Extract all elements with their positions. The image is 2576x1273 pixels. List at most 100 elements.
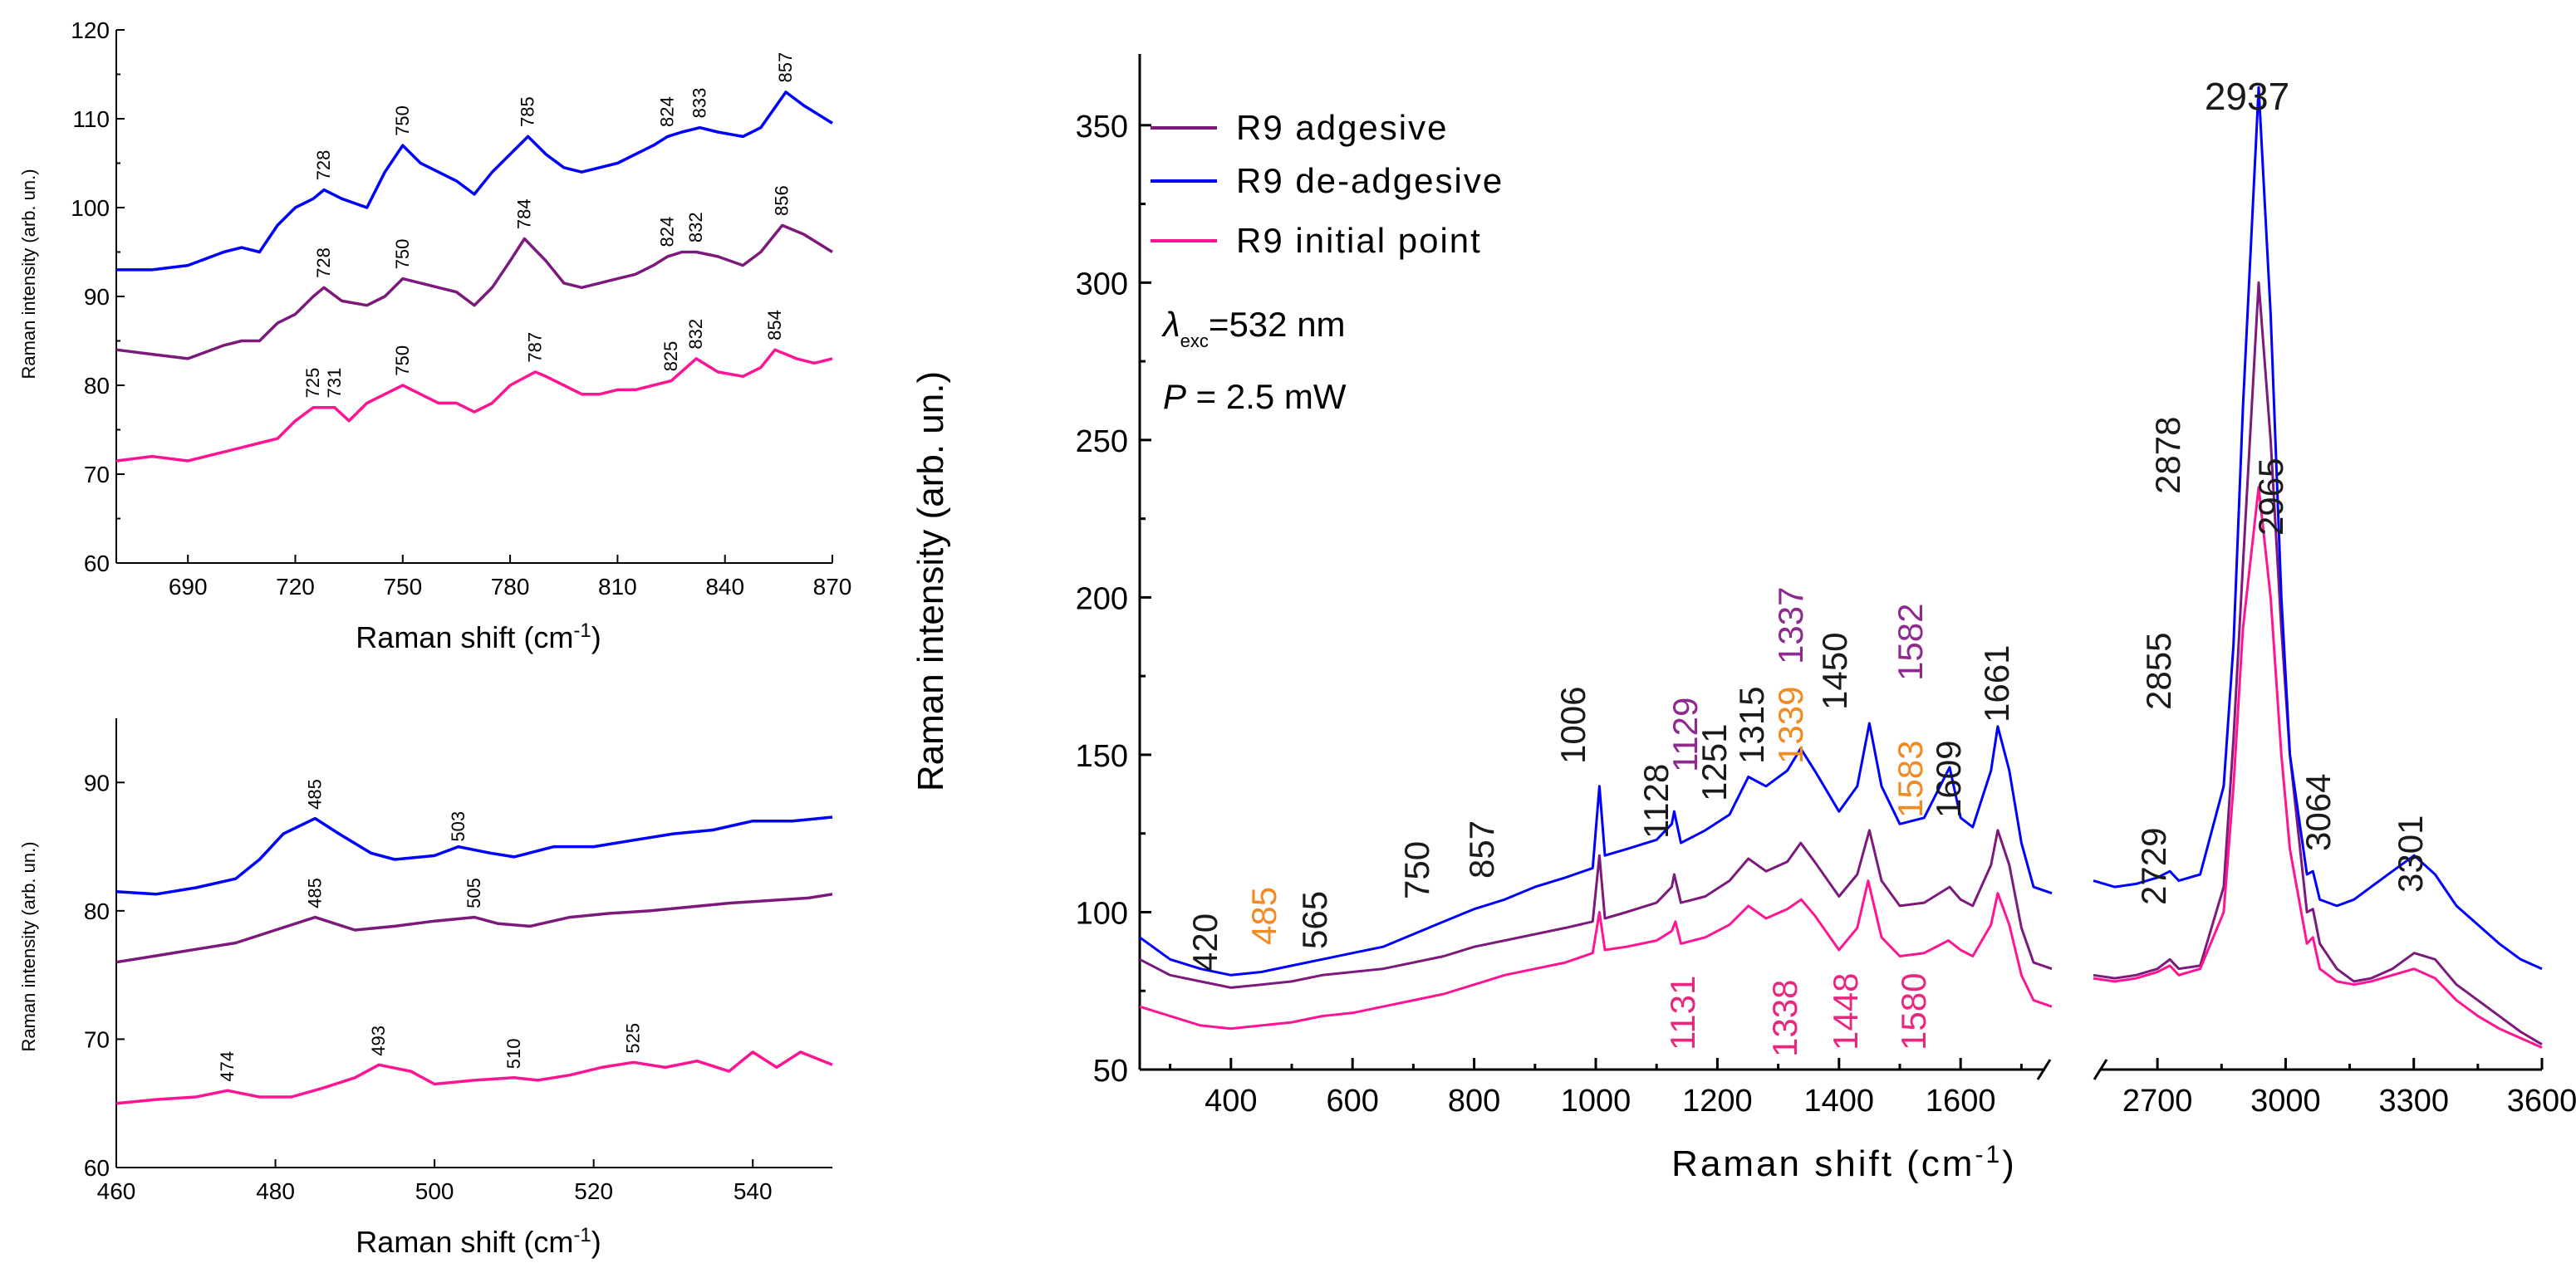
x-tick-label: 3300 [2378,1084,2449,1119]
x-tick-label: 840 [705,574,744,600]
y-tick-label: 100 [1076,896,1128,931]
series-line-2-high [2093,486,2543,1049]
peak-label: 510 [503,1038,524,1069]
peak-label: 3301 [2391,815,2430,893]
peak-label: 1448 [1826,973,1865,1050]
peak-label: 485 [304,779,325,810]
x-tick-label: 810 [598,574,637,600]
peak-label: 750 [392,345,413,376]
peak-label: 824 [657,217,678,247]
x-tick-label: 1000 [1561,1084,1631,1119]
legend-label-adgesive: R9 adgesive [1236,108,1448,147]
peak-label: 787 [524,332,545,363]
x-tick-label: 690 [169,574,208,600]
series-line-0-high [2093,281,2543,1045]
peak-label: 1661 [1977,645,2016,722]
peak-label: 1251 [1695,724,1734,801]
peak-label: 725 [302,368,323,399]
peak-label: 1006 [1553,687,1592,764]
x-tick-label: 600 [1326,1084,1378,1119]
y-axis-label: Raman intensity (arb. un.) [910,371,951,791]
peak-label: 505 [464,878,484,908]
series-line-1 [115,893,833,964]
series-line-1 [115,223,833,360]
series-line-2-low [1139,879,2053,1031]
y-tick-label: 150 [1076,739,1128,774]
peak-label: 485 [1244,887,1283,945]
peak-label: 832 [685,319,706,350]
peak-label: 728 [313,150,334,181]
peak-label: 1131 [1663,976,1702,1050]
peak-label: 857 [775,52,796,83]
x-tick-label: 460 [97,1178,136,1204]
peak-label: 833 [689,88,710,119]
peak-label: 856 [772,185,792,216]
peak-label: 1339 [1771,687,1810,764]
peak-label: 525 [623,1023,644,1054]
x-tick-label: 400 [1205,1084,1257,1119]
y-axis-label: Raman intensity (arb. un.) [18,841,39,1051]
peak-label: 824 [657,96,678,127]
peak-label: 2965 [2251,458,2290,536]
peak-label: 1128 [1636,764,1676,839]
peak-label: 1315 [1732,687,1771,764]
peak-label: 1338 [1765,980,1804,1057]
peak-label: 2855 [2139,633,2178,710]
laser-power: P = 2.5 mW [1163,377,1347,416]
peak-label: 1580 [1894,973,1933,1050]
peak-label: 474 [217,1051,238,1082]
y-tick-label: 50 [1093,1054,1128,1089]
x-tick-label: 1600 [1926,1084,1996,1119]
peak-label: 565 [1295,891,1334,949]
chart-panel-top-left: Raman intensity (arb. un.) Raman shift (… [18,17,851,654]
y-tick-label: 110 [72,106,110,132]
peak-label: 485 [304,878,325,908]
y-tick-label: 80 [84,373,110,399]
x-axis-label: Raman shift (cm-1) [356,619,601,655]
y-tick-label: 250 [1076,424,1128,459]
series-line-1-high [2093,86,2543,971]
chart-panel-bottom-left: Raman intensity (arb. un.) Raman shift (… [18,718,833,1260]
x-tick-label: 780 [491,574,530,600]
y-tick-label: 90 [84,284,110,310]
x-tick-label: 480 [256,1178,295,1204]
x-axis-label: Raman shift (cm-1) [356,1224,601,1260]
x-tick-label: 3000 [2250,1084,2321,1119]
y-tick-label: 350 [1076,110,1128,144]
peak-label: 784 [513,198,534,229]
y-tick-label: 120 [71,17,110,43]
y-tick-label: 70 [84,1026,110,1052]
series-line-1-low [1139,722,2053,977]
peak-label: 750 [1397,841,1436,899]
y-tick-label: 200 [1076,581,1128,616]
peak-label: 1609 [1929,741,1968,818]
peak-label: 493 [368,1026,389,1056]
x-tick-label: 750 [383,574,422,600]
x-tick-label: 2700 [2122,1084,2193,1119]
legend-label-de-adgesive: R9 de-adgesive [1236,161,1504,200]
peak-label: 2729 [2134,828,2173,905]
peak-label: 731 [324,368,345,399]
peak-label: 1337 [1771,587,1810,664]
peak-label: 420 [1185,913,1224,972]
y-tick-label: 90 [84,770,110,796]
x-tick-label: 720 [276,574,315,600]
x-tick-label: 870 [813,574,852,600]
series-line-0-low [1139,829,2053,989]
x-tick-label: 500 [415,1178,454,1204]
y-axis-label: Raman intensity (arb. un.) [18,169,39,379]
peak-label: 2937 [2205,75,2289,118]
x-tick-label: 800 [1448,1084,1500,1119]
peak-label: 2878 [2148,417,2187,494]
peak-label: 832 [685,212,706,242]
peak-label: 750 [392,239,413,270]
series-line-0 [116,91,833,272]
x-tick-label: 520 [574,1178,613,1204]
y-tick-label: 70 [84,462,110,487]
x-tick-label: 1400 [1804,1084,1875,1119]
peak-label: 785 [518,96,538,127]
peak-label: 1582 [1891,604,1930,681]
axis-break-mark [2093,1059,2108,1080]
x-tick-label: 540 [734,1178,773,1204]
